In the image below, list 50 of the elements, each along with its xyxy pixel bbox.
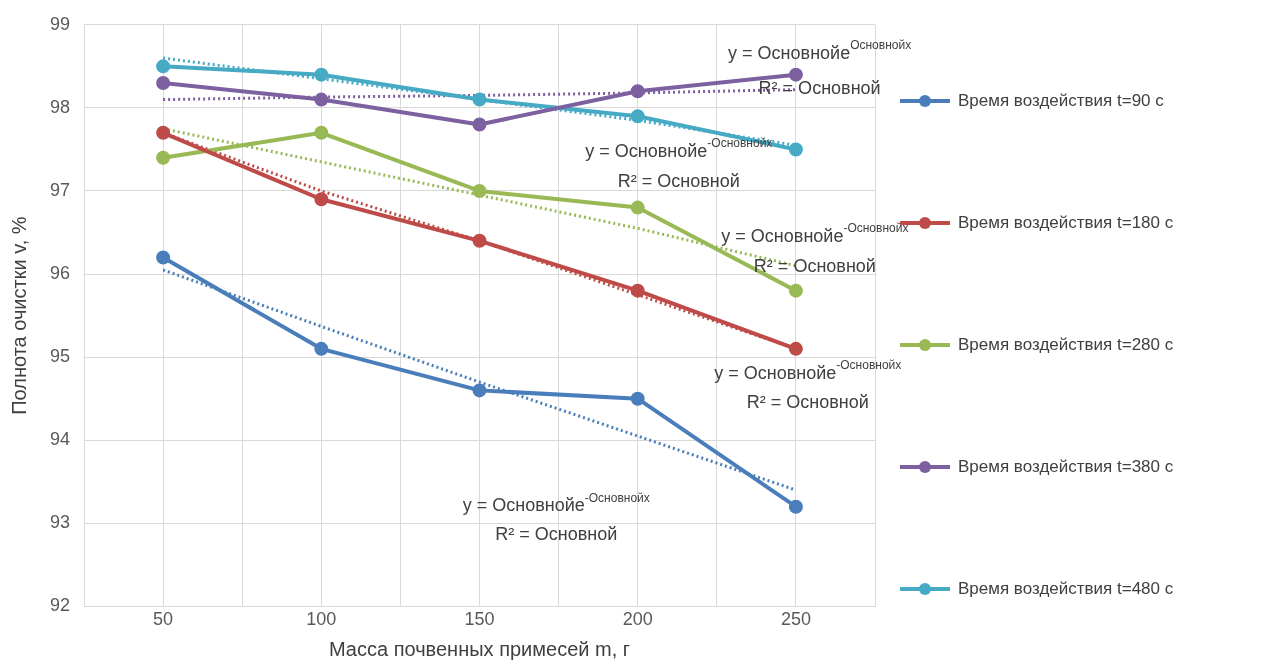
point (630, 391, 645, 406)
point (630, 109, 645, 124)
legend-label: Время воздействия t=480 с (958, 579, 1174, 599)
y-tick-label: 93 (49, 512, 71, 533)
point (314, 341, 329, 356)
point (156, 150, 171, 165)
y-tick-label: 96 (49, 263, 71, 284)
point (472, 183, 487, 198)
annotation: R² = Основной (753, 255, 876, 276)
x-axis-title: Масса почвенных примесей m, г (328, 637, 631, 660)
point (788, 142, 803, 157)
point (156, 250, 171, 265)
point (314, 67, 329, 82)
point (630, 84, 645, 99)
x-tick-label: 250 (780, 609, 811, 630)
y-tick-label: 95 (49, 346, 71, 367)
x-tick-label: 100 (306, 609, 337, 630)
annotation: R² = Основной (758, 77, 881, 98)
legend-label: Время воздействия t=180 с (958, 213, 1174, 233)
y-tick-label: 97 (49, 179, 71, 200)
annotation: R² = Основной (617, 170, 740, 191)
point (788, 341, 803, 356)
point (472, 233, 487, 248)
legend-label: Время воздействия t=90 с (958, 91, 1164, 111)
legend-label: Время воздействия t=380 с (958, 457, 1174, 477)
y-tick-label: 98 (49, 96, 71, 117)
point (314, 125, 329, 140)
point (472, 383, 487, 398)
point (630, 283, 645, 298)
point (314, 92, 329, 107)
point (314, 192, 329, 207)
x-tick-label: 150 (464, 609, 495, 630)
legend-label: Время воздействия t=280 с (958, 335, 1174, 355)
point (788, 283, 803, 298)
x-tick-label: 50 (153, 609, 174, 630)
point (472, 117, 487, 132)
point (156, 125, 171, 140)
annotation: R² = Основной (746, 391, 869, 412)
point (788, 67, 803, 82)
y-axis-title: Полнота очистки v, % (7, 216, 30, 415)
y-tick-label: 94 (49, 429, 71, 450)
point (156, 75, 171, 90)
point (472, 92, 487, 107)
x-tick-label: 200 (622, 609, 653, 630)
point (788, 499, 803, 514)
point (156, 59, 171, 74)
y-tick-label: 99 (49, 13, 71, 34)
annotation: R² = Основной (495, 524, 618, 545)
point (630, 200, 645, 215)
y-tick-label: 92 (49, 595, 71, 616)
